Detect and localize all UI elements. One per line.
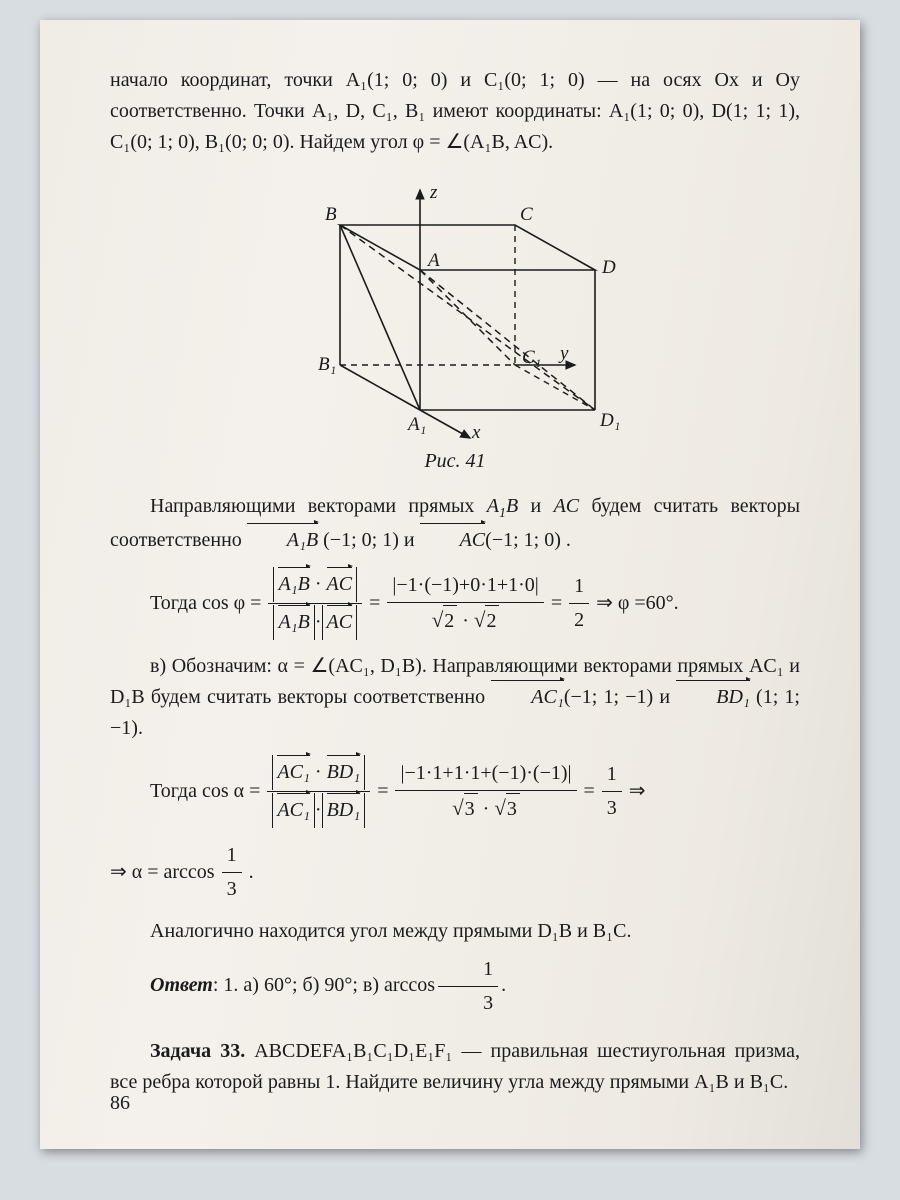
svg-text:C₁: C₁ (522, 347, 541, 368)
t: = (584, 776, 595, 807)
t: . (249, 857, 254, 888)
t: A₁B (278, 569, 309, 600)
t: ⇒ α = arccos (110, 857, 215, 888)
frac: |−1·1+1·1+(−1)·(−1)| √3 · √3 (395, 757, 576, 826)
answer-label: Ответ (150, 974, 213, 996)
figure-caption: Рис. 41 (110, 446, 800, 477)
t: Тогда cos α = (150, 776, 260, 807)
para-3: в) Обозначим: α = ∠(AC₁, D₁B). Направляю… (110, 651, 800, 744)
t: 2 (443, 605, 457, 637)
task-33: Задача 33. ABCDEFA₁B₁C₁D₁E₁F₁ — правильн… (110, 1036, 800, 1098)
svg-text:B: B (325, 204, 337, 225)
page-number: 86 (110, 1088, 130, 1119)
para-2: Направляющими векторами прямых A1B и AC … (110, 491, 800, 556)
t: (−1; 0; 1) и (318, 529, 419, 551)
vec-a1b: A₁B (247, 525, 318, 556)
equation-1: Тогда cos φ = A₁B · AC A₁B·AC = |−1·(−1)… (150, 566, 800, 641)
t: (−1; 1; 0) . (485, 529, 571, 551)
t: Направляющими векторами прямых (150, 495, 487, 517)
svg-text:A: A (426, 250, 440, 271)
frac: 1 3 (602, 758, 622, 825)
t: Тогда cos φ = (150, 588, 261, 619)
t: (−1; 1; −1) и (564, 686, 676, 708)
t: AC₁ (277, 757, 310, 788)
frac: |−1·(−1)+0·1+1·0| √2 · √2 (387, 569, 543, 638)
figure-41: B A C D B₁ A₁ C₁ D₁ x y z (110, 170, 800, 440)
t: A1B (487, 495, 518, 517)
t: ⇒ (629, 776, 646, 807)
prism-diagram: B A C D B₁ A₁ C₁ D₁ x y z (240, 170, 670, 440)
t: AC₁ (277, 795, 310, 826)
t: AC (327, 607, 353, 638)
equation-2: Тогда cos α = AC₁ · BD₁ AC₁·BD₁ = |−1·1+… (150, 754, 800, 829)
equation-3: ⇒ α = arccos 1 3 . (110, 839, 800, 906)
t: BD₁ (327, 757, 361, 788)
vec: AC₁ (491, 682, 564, 713)
t: 3 (464, 793, 478, 825)
vec-ac: AC (420, 525, 486, 556)
t: BD₁ (327, 795, 361, 826)
t: AC (327, 569, 353, 600)
t: = (551, 588, 562, 619)
answer: Ответ: 1. а) 60°; б) 90°; в) arccos13. (110, 953, 800, 1020)
svg-text:z: z (429, 182, 438, 203)
svg-text:x: x (471, 422, 481, 440)
para-1: начало координат, точки A₁(1; 0; 0) и C₁… (110, 65, 800, 158)
frac: 1 3 (222, 839, 242, 906)
svg-text:C: C (520, 204, 533, 225)
page: начало координат, точки A₁(1; 0; 0) и C₁… (40, 20, 860, 1149)
t: = (377, 776, 388, 807)
t: = (369, 588, 380, 619)
svg-text:A₁: A₁ (406, 414, 426, 435)
t: . (501, 974, 506, 996)
t: : 1. а) 60°; б) 90°; в) arccos (213, 974, 435, 996)
frac: 1 2 (569, 570, 589, 637)
t: ⇒ φ =60°. (596, 588, 679, 619)
svg-text:D: D (601, 257, 616, 278)
frac: A₁B · AC A₁B·AC (268, 566, 362, 641)
t: 2 (485, 605, 499, 637)
frac: AC₁ · BD₁ AC₁·BD₁ (267, 754, 370, 829)
task-label: Задача 33. (150, 1040, 245, 1062)
t: и (518, 495, 553, 517)
svg-text:D₁: D₁ (599, 410, 620, 431)
t: 3 (506, 793, 520, 825)
para-4: Аналогично находится угол между прямыми … (110, 916, 800, 947)
svg-text:y: y (558, 343, 569, 364)
t: A₁B (278, 607, 309, 638)
frac: 13 (438, 953, 498, 1020)
t: AC (554, 495, 580, 517)
svg-text:B₁: B₁ (318, 354, 336, 375)
vec: BD₁ (676, 682, 750, 713)
